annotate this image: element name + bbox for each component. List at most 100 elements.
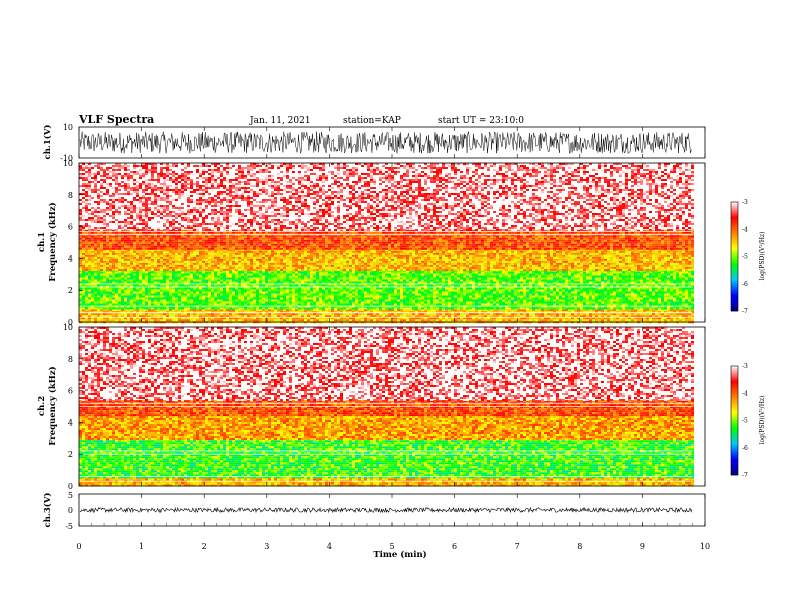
colorbar-step	[731, 206, 738, 208]
colorbar-step	[731, 282, 738, 284]
colorbar-tick--5: -5	[742, 254, 748, 261]
colorbar-step	[731, 386, 738, 388]
colorbar-step	[731, 204, 738, 206]
colorbar-step	[731, 421, 738, 423]
ch3-ytick-top: 5	[68, 491, 73, 500]
ch2-spectrogram-image	[79, 327, 705, 487]
colorbar-step	[731, 415, 738, 417]
xtick-label-3: 3	[264, 542, 269, 551]
colorbar-step	[731, 220, 738, 222]
colorbar-step	[731, 468, 738, 470]
colorbar-step	[731, 471, 738, 473]
colorbar-step	[731, 226, 738, 228]
colorbar-step	[731, 306, 738, 308]
colorbar-step	[731, 307, 738, 309]
colorbar-step	[731, 291, 738, 293]
xtick-label-10: 10	[700, 542, 710, 551]
spectrogram-band-3	[79, 230, 694, 250]
ch1-colorbar: -3-4-5-6-7 log(PSD)(V²/Hz)	[731, 199, 766, 315]
spectrogram-band-3	[79, 400, 694, 416]
ytick-label-2: 2	[68, 450, 73, 459]
xtick-label-6: 6	[452, 542, 457, 551]
colorbar-step	[731, 298, 738, 300]
spectrogram-band-1	[79, 438, 694, 478]
colorbar-step	[731, 251, 738, 253]
colorbar-step	[731, 466, 738, 468]
colorbar-step	[731, 366, 738, 368]
colorbar-step	[731, 457, 738, 459]
colorbar-step	[731, 431, 738, 433]
colorbar-step	[731, 404, 738, 406]
ch1-waveform-trace	[80, 132, 692, 154]
colorbar-step	[731, 267, 738, 269]
colorbar-step	[731, 233, 738, 235]
ytick-label-4: 4	[68, 418, 73, 427]
ch3-waveform-ylabel: ch.3(V)	[42, 493, 53, 528]
ch1-frequency-ylabel: Frequency (kHz)	[47, 202, 58, 281]
colorbar-step	[731, 276, 738, 278]
colorbar-step	[731, 388, 738, 390]
colorbar-step	[731, 264, 738, 266]
colorbar-tick--7: -7	[742, 308, 748, 315]
colorbar-step	[731, 402, 738, 404]
colorbar-tick--4: -4	[742, 226, 748, 233]
colorbar-step	[731, 215, 738, 217]
colorbar-step	[731, 302, 738, 304]
colorbar-step	[731, 377, 738, 379]
colorbar-step	[731, 229, 738, 231]
colorbar-step	[731, 371, 738, 373]
ch1-waveform-ylabel: ch.1(V)	[42, 125, 53, 160]
colorbar-step	[731, 271, 738, 273]
ch1-ytick-top: 10	[63, 123, 73, 132]
colorbar-step	[731, 280, 738, 282]
ytick-label-10: 10	[63, 159, 73, 168]
colorbar-step	[731, 262, 738, 264]
colorbar-step	[731, 401, 738, 403]
colorbar-tick--7: -7	[742, 472, 748, 479]
xtick-label-9: 9	[640, 542, 645, 551]
xtick-label-2: 2	[202, 542, 207, 551]
colorbar-step	[731, 442, 738, 444]
colorbar-step	[731, 424, 738, 426]
ytick-label-0: 0	[68, 482, 73, 491]
colorbar-step	[731, 246, 738, 248]
colorbar-tick--6: -6	[742, 445, 748, 452]
colorbar-step	[731, 375, 738, 377]
colorbar-step	[731, 247, 738, 249]
colorbar-step	[731, 444, 738, 446]
colorbar-step	[731, 295, 738, 297]
xtick-label-1: 1	[139, 542, 144, 551]
date-label: Jan. 11, 2021	[249, 116, 311, 126]
colorbar-step	[731, 406, 738, 408]
colorbar-step	[731, 410, 738, 412]
colorbar-step	[731, 462, 738, 464]
colorbar-step	[731, 260, 738, 262]
colorbar-step	[731, 430, 738, 432]
colorbar-tick--4: -4	[742, 390, 748, 397]
colorbar-step	[731, 393, 738, 395]
colorbar-step	[731, 390, 738, 392]
ch2-frequency-ylabel: Frequency (kHz)	[47, 366, 58, 445]
colorbar-step	[731, 428, 738, 430]
start-time-label: start UT = 23:10:0	[438, 116, 524, 126]
colorbar-step	[731, 255, 738, 257]
colorbar-step	[731, 231, 738, 233]
ch1-waveform-line	[80, 132, 692, 154]
ch2-colorbar-label: log(PSD)(V²/Hz)	[759, 396, 766, 445]
colorbar-step	[731, 419, 738, 421]
colorbar-step	[731, 433, 738, 435]
chart-title: VLF Spectra	[78, 113, 154, 126]
colorbar-step	[731, 238, 738, 240]
spectrogram-band-4	[79, 327, 694, 401]
ch3-waveform-trace	[80, 508, 692, 512]
ytick-label-8: 8	[68, 191, 73, 200]
spectrogram-band-0	[79, 309, 694, 323]
colorbar-step	[731, 242, 738, 244]
colorbar-step	[731, 300, 738, 302]
ytick-label-4: 4	[68, 254, 73, 263]
colorbar-step	[731, 435, 738, 437]
colorbar-step	[731, 408, 738, 410]
colorbar-step	[731, 446, 738, 448]
ch1-colorbar-label: log(PSD)(V²/Hz)	[759, 232, 766, 281]
